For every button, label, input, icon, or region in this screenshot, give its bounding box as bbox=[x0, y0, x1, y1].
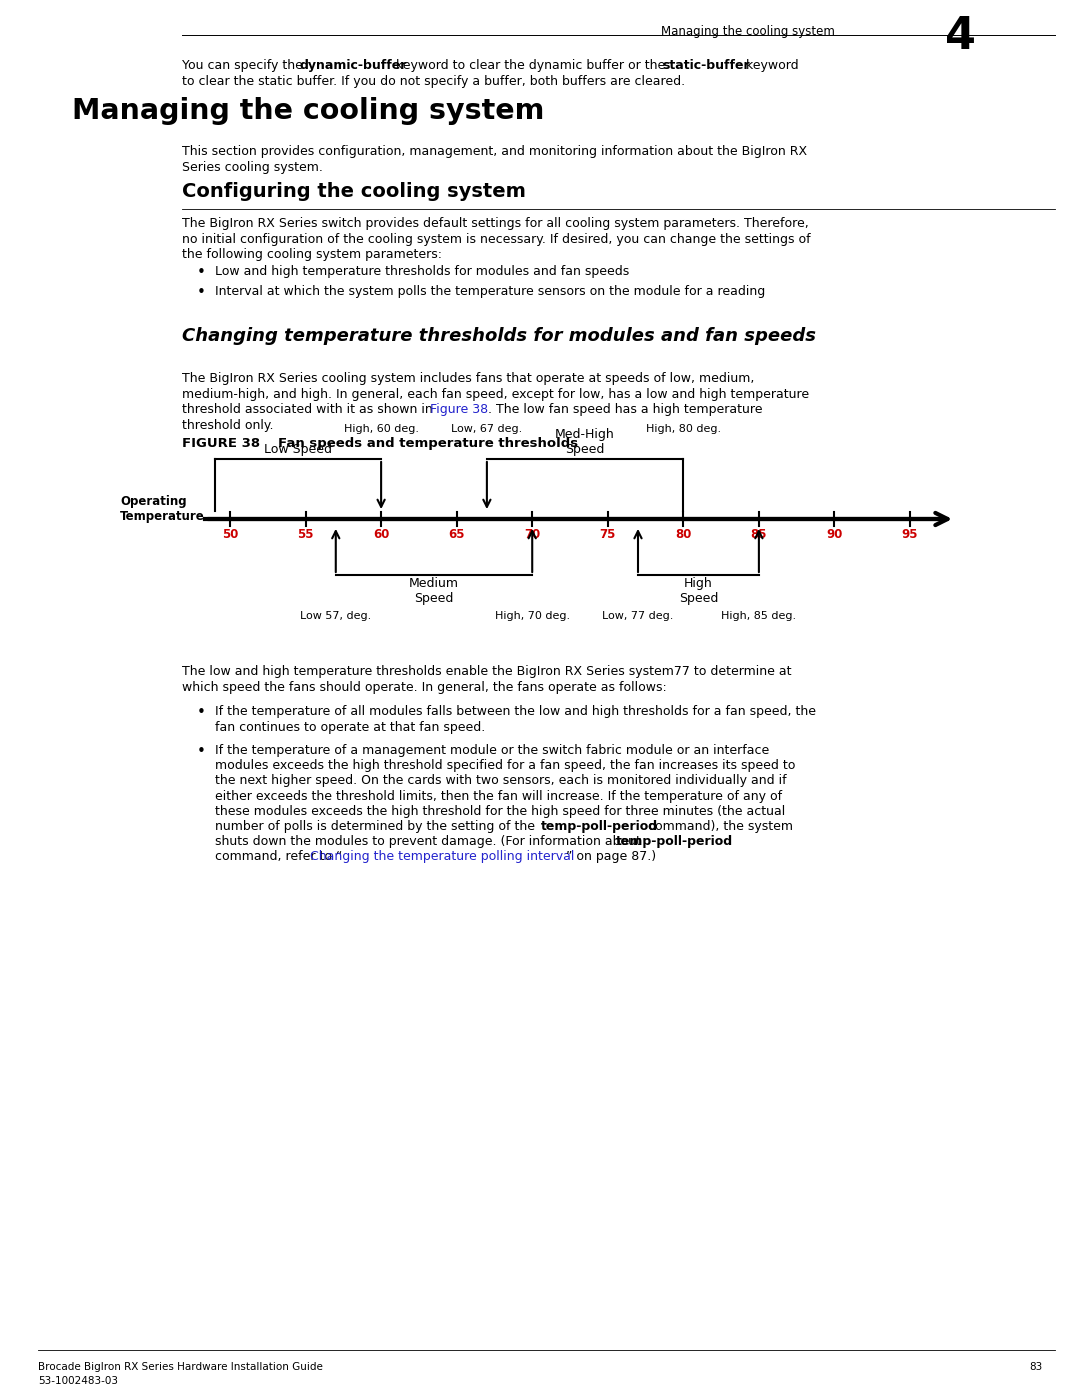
Text: keyword: keyword bbox=[742, 59, 798, 73]
Text: High
Speed: High Speed bbox=[678, 577, 718, 605]
Text: •: • bbox=[197, 705, 206, 721]
Text: Medium
Speed: Medium Speed bbox=[409, 577, 459, 605]
Text: Brocade BigIron RX Series Hardware Installation Guide: Brocade BigIron RX Series Hardware Insta… bbox=[38, 1362, 323, 1372]
Text: Managing the cooling system: Managing the cooling system bbox=[661, 25, 835, 38]
Text: command), the system: command), the system bbox=[644, 820, 793, 833]
Text: number of polls is determined by the setting of the: number of polls is determined by the set… bbox=[215, 820, 539, 833]
Text: The BigIron RX Series cooling system includes fans that operate at speeds of low: The BigIron RX Series cooling system inc… bbox=[183, 372, 754, 386]
Text: High, 60 deg.: High, 60 deg. bbox=[343, 425, 419, 434]
Text: 55: 55 bbox=[297, 528, 314, 541]
Text: FIGURE 38: FIGURE 38 bbox=[183, 437, 260, 450]
Text: fan continues to operate at that fan speed.: fan continues to operate at that fan spe… bbox=[215, 721, 485, 733]
Text: Managing the cooling system: Managing the cooling system bbox=[72, 96, 544, 124]
Text: ” on page 87.): ” on page 87.) bbox=[567, 851, 657, 863]
Text: You can specify the: You can specify the bbox=[183, 59, 307, 73]
Text: Changing the temperature polling interval: Changing the temperature polling interva… bbox=[311, 851, 575, 863]
Text: threshold only.: threshold only. bbox=[183, 419, 273, 432]
Text: 4: 4 bbox=[945, 15, 976, 59]
Text: Fan speeds and temperature thresholds: Fan speeds and temperature thresholds bbox=[278, 437, 578, 450]
Text: 53-1002483-03: 53-1002483-03 bbox=[38, 1376, 118, 1386]
Text: 65: 65 bbox=[448, 528, 464, 541]
Text: the next higher speed. On the cards with two sensors, each is monitored individu: the next higher speed. On the cards with… bbox=[215, 774, 786, 788]
Text: command, refer to “: command, refer to “ bbox=[215, 851, 342, 863]
Text: Low, 77 deg.: Low, 77 deg. bbox=[603, 610, 674, 622]
Text: The BigIron RX Series switch provides default settings for all cooling system pa: The BigIron RX Series switch provides de… bbox=[183, 217, 809, 231]
Text: If the temperature of all modules falls between the low and high thresholds for : If the temperature of all modules falls … bbox=[215, 705, 816, 718]
Text: these modules exceeds the high threshold for the high speed for three minutes (t: these modules exceeds the high threshold… bbox=[215, 805, 785, 817]
Text: temp-poll-period: temp-poll-period bbox=[616, 835, 733, 848]
Text: High, 80 deg.: High, 80 deg. bbox=[646, 425, 720, 434]
Text: Configuring the cooling system: Configuring the cooling system bbox=[183, 182, 526, 201]
Text: the following cooling system parameters:: the following cooling system parameters: bbox=[183, 249, 442, 261]
Text: Figure 38: Figure 38 bbox=[431, 404, 488, 416]
Text: 70: 70 bbox=[524, 528, 540, 541]
Text: This section provides configuration, management, and monitoring information abou: This section provides configuration, man… bbox=[183, 145, 807, 158]
Text: keyword to clear the dynamic buffer or the: keyword to clear the dynamic buffer or t… bbox=[391, 59, 669, 73]
Text: If the temperature of a management module or the switch fabric module or an inte: If the temperature of a management modul… bbox=[215, 745, 769, 757]
Text: Low and high temperature thresholds for modules and fan speeds: Low and high temperature thresholds for … bbox=[215, 265, 630, 278]
Text: shuts down the modules to prevent damage. (For information about: shuts down the modules to prevent damage… bbox=[215, 835, 645, 848]
Text: •: • bbox=[197, 745, 206, 759]
Text: Series cooling system.: Series cooling system. bbox=[183, 161, 323, 173]
Text: to clear the static buffer. If you do not specify a buffer, both buffers are cle: to clear the static buffer. If you do no… bbox=[183, 74, 685, 88]
Text: Low Speed: Low Speed bbox=[264, 443, 332, 455]
Text: •: • bbox=[197, 265, 206, 279]
Text: High, 85 deg.: High, 85 deg. bbox=[721, 610, 796, 622]
Text: which speed the fans should operate. In general, the fans operate as follows:: which speed the fans should operate. In … bbox=[183, 680, 666, 693]
Text: either exceeds the threshold limits, then the fan will increase. If the temperat: either exceeds the threshold limits, the… bbox=[215, 789, 782, 803]
Text: static-buffer: static-buffer bbox=[662, 59, 751, 73]
Text: Low, 67 deg.: Low, 67 deg. bbox=[451, 425, 523, 434]
Text: 85: 85 bbox=[751, 528, 767, 541]
Text: . The low fan speed has a high temperature: . The low fan speed has a high temperatu… bbox=[488, 404, 762, 416]
Text: medium-high, and high. In general, each fan speed, except for low, has a low and: medium-high, and high. In general, each … bbox=[183, 388, 809, 401]
Text: The low and high temperature thresholds enable the BigIron RX Series system77 to: The low and high temperature thresholds … bbox=[183, 665, 792, 678]
Text: dynamic-buffer: dynamic-buffer bbox=[299, 59, 407, 73]
Text: High, 70 deg.: High, 70 deg. bbox=[495, 610, 570, 622]
Text: Low 57, deg.: Low 57, deg. bbox=[300, 610, 372, 622]
Text: no initial configuration of the cooling system is necessary. If desired, you can: no initial configuration of the cooling … bbox=[183, 232, 811, 246]
Text: Med-High
Speed: Med-High Speed bbox=[555, 427, 615, 455]
Text: Interval at which the system polls the temperature sensors on the module for a r: Interval at which the system polls the t… bbox=[215, 285, 766, 298]
Text: 83: 83 bbox=[1029, 1362, 1042, 1372]
Text: •: • bbox=[197, 285, 206, 300]
Text: 90: 90 bbox=[826, 528, 842, 541]
Text: 75: 75 bbox=[599, 528, 616, 541]
Text: temp-poll-period: temp-poll-period bbox=[540, 820, 658, 833]
Text: 80: 80 bbox=[675, 528, 691, 541]
Text: 60: 60 bbox=[373, 528, 389, 541]
Text: Changing temperature thresholds for modules and fan speeds: Changing temperature thresholds for modu… bbox=[183, 327, 816, 345]
Text: modules exceeds the high threshold specified for a fan speed, the fan increases : modules exceeds the high threshold speci… bbox=[215, 759, 795, 773]
Text: 95: 95 bbox=[902, 528, 918, 541]
Text: 50: 50 bbox=[221, 528, 239, 541]
Text: Operating
Temperature: Operating Temperature bbox=[120, 495, 205, 522]
Text: threshold associated with it as shown in: threshold associated with it as shown in bbox=[183, 404, 436, 416]
